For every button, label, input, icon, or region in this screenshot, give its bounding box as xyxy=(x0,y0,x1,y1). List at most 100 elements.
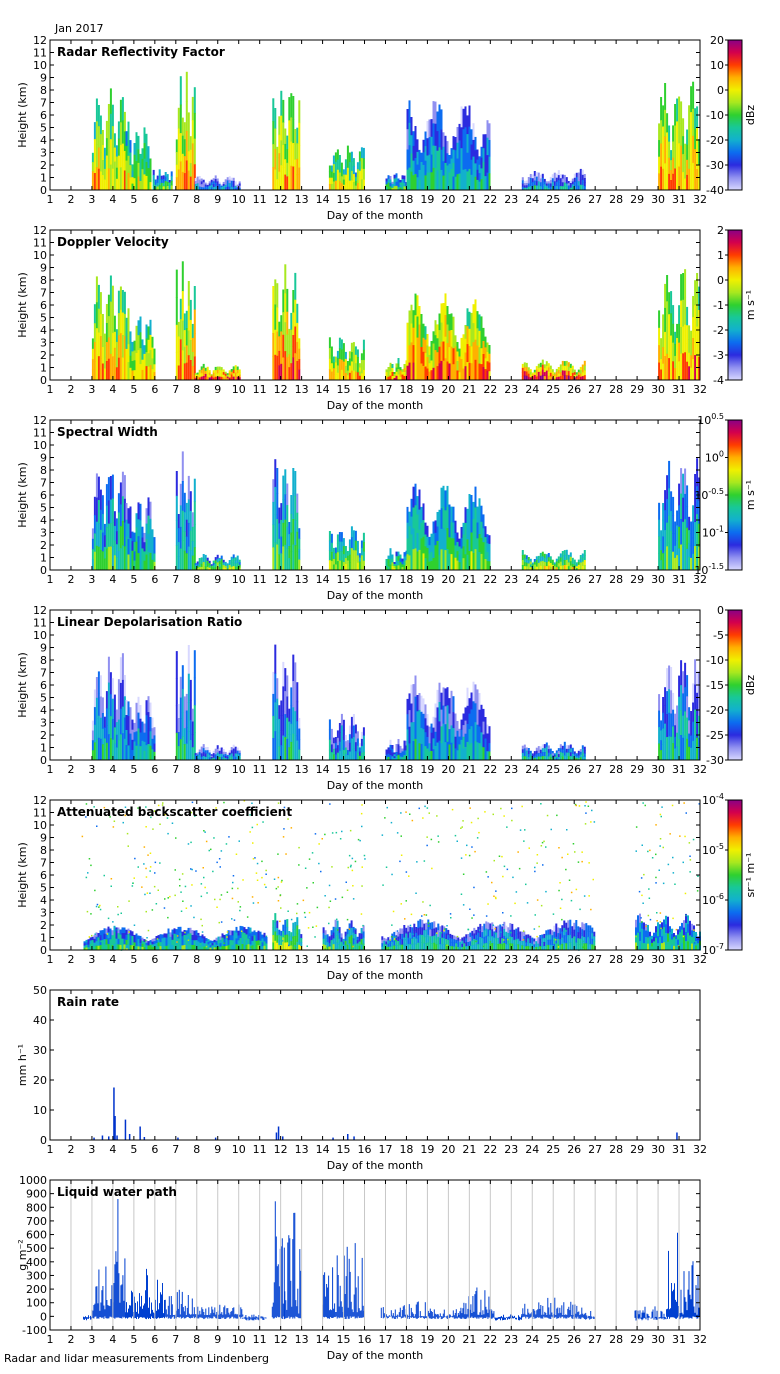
heatmap-cell xyxy=(353,749,355,761)
heatmap-cell xyxy=(645,924,647,931)
heatmap-cell xyxy=(138,697,140,713)
heatmap-cell xyxy=(524,555,526,559)
heatmap-cell xyxy=(429,752,431,761)
heatmap-cell xyxy=(329,178,331,185)
heatmap-cell xyxy=(672,726,674,743)
heatmap-cell xyxy=(224,939,226,943)
heatmap-cell xyxy=(282,476,284,500)
heatmap-cell xyxy=(337,365,339,373)
heatmap-cell xyxy=(455,358,457,370)
heatmap-cell xyxy=(666,714,668,738)
heatmap-cell xyxy=(423,537,425,554)
heatmap-cell xyxy=(694,129,696,150)
heatmap-cell xyxy=(205,750,207,754)
heatmap-cell xyxy=(566,555,568,561)
heatmap-cell xyxy=(114,176,116,191)
heatmap-cell xyxy=(473,502,475,520)
heatmap-cell xyxy=(138,943,140,947)
heatmap-cell xyxy=(294,175,296,191)
heatmap-cell xyxy=(108,734,110,760)
heatmap-cell xyxy=(481,926,483,933)
heatmap-cell xyxy=(524,367,526,372)
heatmap-cell xyxy=(110,934,112,940)
heatmap-cell xyxy=(666,737,668,761)
heatmap-cell xyxy=(294,662,296,687)
heatmap-cell xyxy=(286,527,288,549)
heatmap-cell xyxy=(132,532,134,542)
heatmap-cell xyxy=(128,931,130,933)
heatmap-cell xyxy=(581,929,583,936)
heatmap-cell xyxy=(333,743,335,749)
heatmap-cell xyxy=(157,179,159,183)
heatmap-cell xyxy=(347,551,349,556)
heatmap-cell xyxy=(276,283,278,308)
heatmap-cell xyxy=(419,510,421,531)
heatmap-cell xyxy=(645,937,647,944)
heatmap-cell xyxy=(559,928,561,934)
heatmap-cell xyxy=(471,129,473,145)
heatmap-cell xyxy=(286,697,288,719)
heatmap-cell xyxy=(684,167,686,179)
heatmap-cell xyxy=(363,551,365,561)
x-tick-label: 29 xyxy=(630,193,644,206)
heatmap-cell xyxy=(696,693,698,716)
heatmap-cell xyxy=(637,915,639,924)
heatmap-cell xyxy=(217,749,219,753)
heatmap-cell xyxy=(437,725,439,743)
heatmap-cell xyxy=(485,358,487,369)
heatmap-cell xyxy=(158,943,160,947)
heatmap-cell xyxy=(132,720,134,731)
heatmap-cell xyxy=(284,920,286,928)
x-tick-label: 32 xyxy=(693,763,707,776)
heatmap-cell xyxy=(98,309,100,333)
heatmap-cell xyxy=(102,145,104,161)
heatmap-cell xyxy=(361,147,363,158)
heatmap-cell xyxy=(351,943,353,951)
heatmap-cell xyxy=(339,939,341,945)
heatmap-cell xyxy=(429,923,431,930)
heatmap-cell xyxy=(196,935,198,940)
heatmap-cell xyxy=(419,306,421,325)
colorbar-tick-label: 0 xyxy=(717,84,724,97)
heatmap-cell xyxy=(104,749,106,760)
heatmap-cell xyxy=(217,555,219,559)
heatmap-cell xyxy=(335,935,337,943)
heatmap-cell xyxy=(402,179,404,183)
heatmap-cell xyxy=(274,932,276,942)
heatmap-cell xyxy=(431,137,433,155)
heatmap-cell xyxy=(294,711,296,736)
heatmap-cell xyxy=(404,557,406,562)
x-tick-label: 18 xyxy=(399,573,413,586)
heatmap-cell xyxy=(582,753,584,757)
heatmap-cell xyxy=(682,546,684,571)
heatmap-cell xyxy=(522,177,524,181)
x-tick-label: 19 xyxy=(420,383,434,396)
heatmap-cell xyxy=(136,147,138,162)
heatmap-cell xyxy=(538,556,540,560)
heatmap-cell xyxy=(383,941,385,945)
heatmap-cell xyxy=(176,297,178,325)
heatmap-cell xyxy=(528,751,530,755)
heatmap-cell xyxy=(449,942,451,947)
heatmap-cell xyxy=(272,935,274,943)
heatmap-cell xyxy=(406,871,408,873)
heatmap-cell xyxy=(276,468,278,494)
heatmap-cell xyxy=(489,363,491,372)
heatmap-cell xyxy=(357,555,359,563)
heatmap-cell xyxy=(333,173,335,182)
heatmap-cell xyxy=(188,112,190,132)
heatmap-cell xyxy=(439,555,441,571)
heatmap-cell xyxy=(161,176,163,180)
heatmap-cell xyxy=(186,727,188,744)
heatmap-cell xyxy=(471,931,473,936)
heatmap-cell xyxy=(284,927,286,935)
heatmap-cell xyxy=(329,940,331,944)
heatmap-cell xyxy=(194,502,196,525)
heatmap-cell xyxy=(168,939,170,945)
heatmap-cell xyxy=(335,368,337,374)
heatmap-cell xyxy=(126,935,128,941)
heatmap-cell xyxy=(284,668,286,692)
heatmap-cell xyxy=(680,146,682,169)
heatmap-cell xyxy=(451,743,453,761)
heatmap-cell xyxy=(148,552,150,571)
